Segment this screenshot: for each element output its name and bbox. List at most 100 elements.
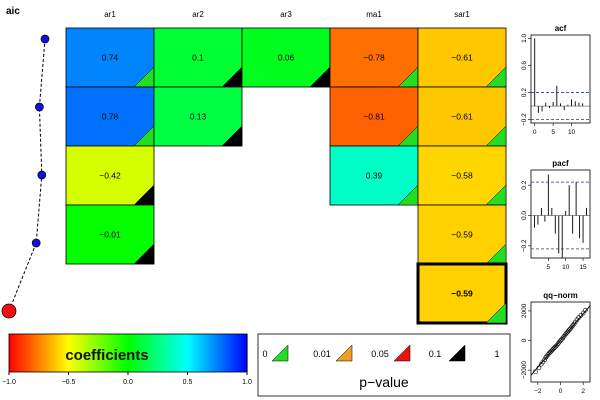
colorbar-band [235, 334, 238, 372]
pvalue-corner-marker [221, 125, 243, 147]
column-label-ar3: ar3 [280, 10, 292, 19]
colorbar-band [110, 334, 113, 372]
colorbar-band [193, 334, 197, 372]
x-tick-label: 10 [562, 264, 570, 271]
x-tick-label: 5 [551, 129, 555, 136]
cell-fill [65, 145, 155, 206]
y-tick-label: −0.2 [521, 239, 528, 252]
pacf-panel: pacf −0.2 0.0 0.2 5 10 15 [521, 159, 591, 271]
pvalue-legend-box [257, 333, 511, 397]
colorbar-band [225, 334, 228, 372]
y-tick-label: 0.0 [521, 211, 528, 220]
colorbar-band [187, 334, 191, 372]
colorbar-band [245, 334, 248, 372]
colorbar-band [80, 334, 83, 372]
acf-panel: acf −0.2 0.2 0.6 1.0 0 5 10 [521, 24, 591, 136]
colorbar-band [120, 334, 123, 372]
colorbar-band [205, 334, 208, 372]
colorbar-band [56, 334, 60, 372]
qq-point [565, 329, 570, 335]
colorbar-band [201, 334, 204, 372]
qq-point [543, 355, 549, 360]
panel-title: pacf [552, 159, 569, 168]
qq-point [545, 352, 551, 357]
cell-fill [153, 27, 243, 88]
pvalue-legend-swatch [448, 344, 466, 362]
colorbar-band [179, 334, 183, 372]
coefficient-cell: −0.81 [329, 86, 419, 147]
colorbar-band [128, 334, 131, 372]
cell-value-label: −0.58 [451, 171, 473, 181]
colorbar-band [203, 334, 206, 372]
coefficient-cell: 0.1 [153, 27, 243, 88]
aic-point [31, 238, 41, 248]
colorbar-band [227, 334, 230, 372]
colorbar-band [70, 334, 74, 372]
coefficient-cell: −0.61 [417, 86, 507, 147]
colorbar-band [12, 334, 16, 372]
cell-value-label: 0.78 [102, 112, 119, 122]
column-label-ar1: ar1 [104, 10, 116, 19]
panel-title: acf [555, 24, 567, 33]
colorbar-band [243, 334, 246, 372]
colorbar-band [122, 334, 125, 372]
cell-fill [329, 86, 419, 147]
aic-best-point [1, 303, 17, 319]
colorbar-band [64, 334, 68, 372]
qq-point [562, 332, 568, 338]
colorbar-band [149, 334, 153, 372]
colorbar-band [108, 334, 111, 372]
colorbar-band [36, 334, 40, 372]
qq-point [566, 328, 571, 334]
colorbar-band [207, 334, 210, 372]
cell-fill [417, 86, 507, 147]
pvalue-corner-marker [133, 243, 155, 265]
qq-reference-line [530, 305, 591, 376]
aic-curve [1, 34, 50, 319]
cell-value-label: 0.06 [278, 53, 295, 63]
colorbar-band [147, 334, 151, 372]
qq-point [555, 341, 561, 346]
pvalue-legend-swatch [271, 344, 289, 362]
colorbar-band [118, 334, 121, 372]
colorbar-band [135, 334, 139, 372]
colorbar-band [161, 334, 165, 372]
x-tick-label: −2 [534, 388, 542, 395]
pvalue-break-label: 1 [494, 349, 499, 359]
panel-frame [530, 169, 591, 259]
colorbar-band [44, 334, 48, 372]
pvalue-legend-swatch [393, 344, 411, 362]
y-tick-label: −0.2 [521, 113, 528, 126]
coefficient-heatmap: ar1 ar2 ar3 ma1 sar1 0.74 0.1 0.06 −0.78 −0.61 0.7… [65, 10, 508, 325]
column-label-sar1: sar1 [454, 10, 470, 19]
colorbar-band [211, 334, 214, 372]
colorbar-band [169, 334, 173, 372]
colorbar-band [183, 334, 187, 372]
colorbar-band [189, 334, 193, 372]
qq-point [563, 331, 569, 336]
colorbar-band [237, 334, 240, 372]
colorbar-band [50, 334, 54, 372]
colorbar-band [137, 334, 141, 372]
pvalue-corner-marker [485, 302, 507, 324]
colorbar-band [215, 334, 218, 372]
column-label-ma1: ma1 [366, 10, 382, 19]
coefficient-cell: −0.61 [417, 27, 507, 88]
cell-fill [417, 145, 507, 206]
qq-point [542, 357, 547, 363]
column-label-ar2: ar2 [192, 10, 204, 19]
colorbar-band [177, 334, 181, 372]
colorbar-tick-label: 1.0 [242, 379, 252, 386]
qq-point [583, 307, 588, 313]
colorbar-band [153, 334, 157, 372]
cell-fill [417, 204, 507, 265]
coefficient-cell: −0.58 [417, 145, 507, 206]
colorbar-band [26, 334, 30, 372]
colorbar-band [155, 334, 159, 372]
colorbar-band [239, 334, 242, 372]
cell-value-label: 0.13 [190, 112, 207, 122]
qq-point [569, 324, 575, 330]
y-tick-label: 0.2 [521, 180, 528, 189]
coefficient-cell: −0.59 [416, 262, 508, 325]
coefficient-cell: 0.06 [241, 27, 331, 88]
